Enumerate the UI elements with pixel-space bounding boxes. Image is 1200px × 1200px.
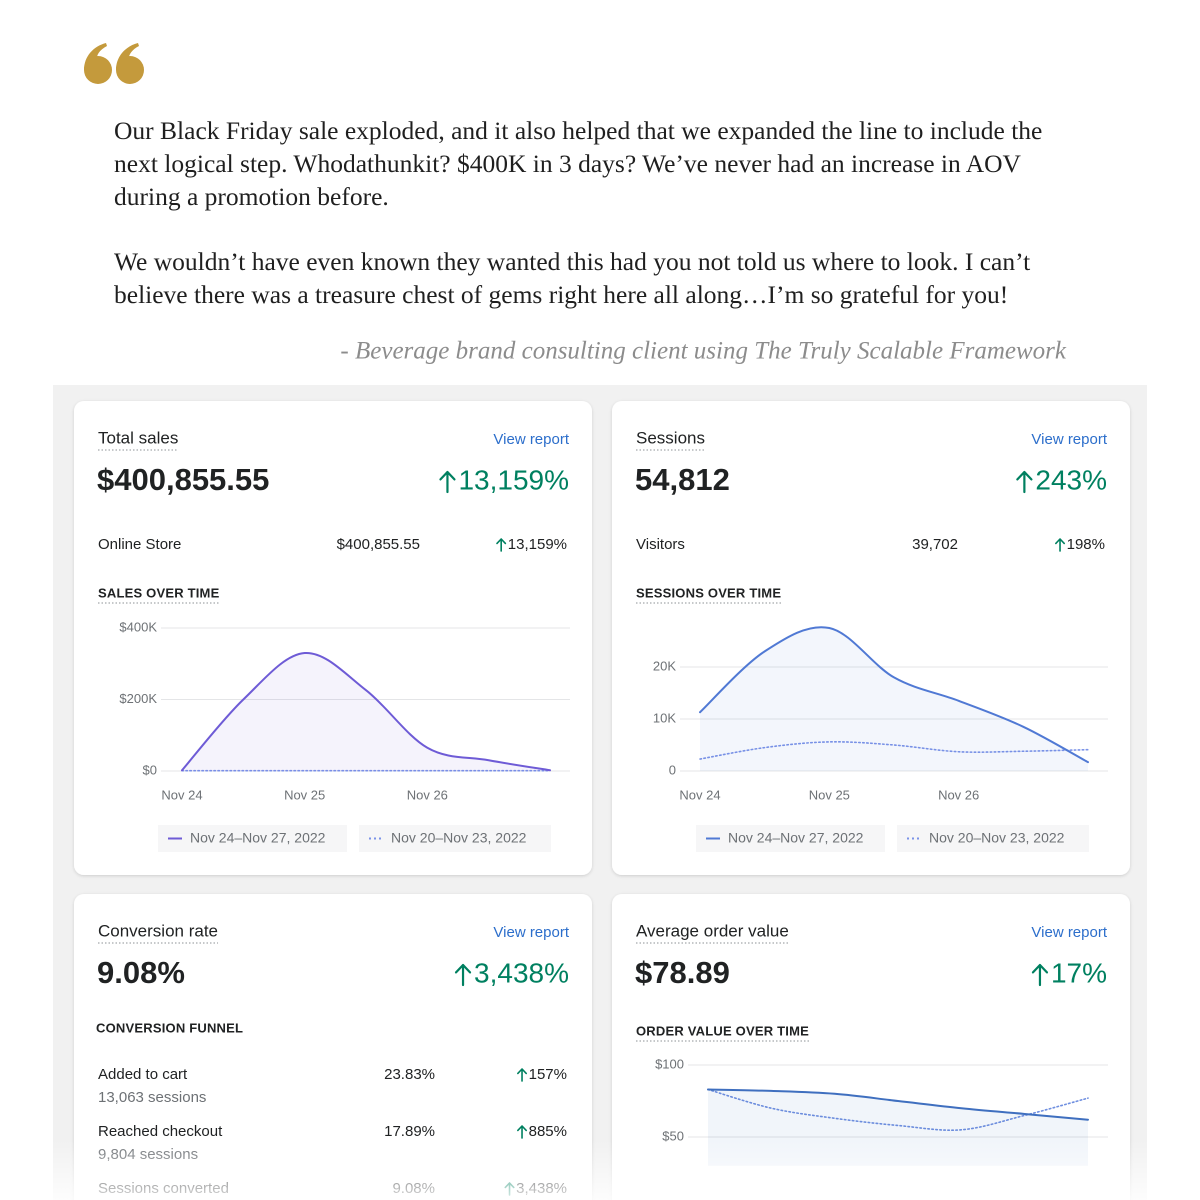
breakdown-label: Visitors: [636, 536, 685, 553]
funnel-rate: 17.89%: [384, 1123, 435, 1140]
view-report-link[interactable]: View report: [493, 924, 569, 941]
tick-label-background: [628, 710, 680, 728]
tick-label-background: [109, 619, 161, 637]
view-report-link[interactable]: View report: [1031, 431, 1107, 448]
metric-card: Sessions View report 54,812 243% Visitors 39,…: [612, 401, 1130, 875]
up-arrow-icon: [517, 1068, 528, 1082]
legend-item: [696, 825, 885, 852]
quote-line: believe there was a treasure chest of ge…: [114, 280, 1008, 309]
fade-overlay: [53, 1140, 1147, 1200]
legend-label: Nov 20–Nov 23, 2022: [929, 830, 1065, 846]
legend-item: [897, 825, 1089, 852]
metric-change: 3,438%: [474, 957, 569, 988]
metric-value: $400,855.55: [97, 462, 269, 497]
metric-change: 17%: [1051, 957, 1107, 988]
view-report-link[interactable]: View report: [493, 431, 569, 448]
metric-card: Total sales View report $400,855.55 13,159%…: [74, 401, 592, 875]
chart-title: SESSIONS OVER TIME: [636, 585, 781, 600]
funnel-rate: 23.83%: [384, 1066, 435, 1083]
metric-change: 243%: [1035, 464, 1107, 495]
y-tick-label: $50: [662, 1128, 684, 1143]
up-arrow-icon: [496, 538, 507, 552]
series-line: [181, 652, 551, 772]
breakdown-value: $400,855.55: [337, 536, 420, 553]
funnel-change: 157%: [529, 1066, 567, 1083]
legend-item: [359, 825, 551, 852]
funnel-title: CONVERSION FUNNEL: [96, 1020, 243, 1035]
breakdown-label: Online Store: [98, 536, 181, 553]
quote-line: next logical step. Whodathunkit? $400K i…: [114, 149, 1022, 178]
tick-label-background: [109, 762, 161, 780]
y-tick-label: 0: [669, 762, 676, 777]
area-fill: [182, 652, 550, 771]
metric-value: 9.08%: [97, 955, 185, 990]
card-title: Sessions: [636, 428, 705, 447]
card-background: [612, 401, 1130, 875]
y-tick-label: $0: [143, 762, 157, 777]
up-arrow-icon: [1016, 470, 1033, 494]
view-report-link[interactable]: View report: [1031, 924, 1107, 941]
y-tick-label: 20K: [653, 658, 676, 673]
attribution: - Beverage brand consulting client using…: [340, 338, 1066, 365]
card-background: [612, 894, 1130, 1200]
series-line: [707, 1088, 1089, 1121]
tick-label-background: [628, 658, 680, 676]
funnel-change: 885%: [529, 1123, 567, 1140]
x-tick-label: Nov 24: [679, 787, 720, 802]
quote-mark: [84, 43, 144, 84]
metric-value: 54,812: [635, 462, 730, 497]
legend-label: Nov 24–Nov 27, 2022: [728, 830, 864, 846]
tick-label-background: [109, 690, 161, 709]
area-fill: [700, 627, 1088, 771]
chart-title: ORDER VALUE OVER TIME: [636, 1023, 809, 1038]
up-arrow-icon: [517, 1125, 528, 1139]
card-title: Total sales: [98, 428, 178, 447]
up-arrow-icon: [1031, 963, 1049, 987]
quote-line: Our Black Friday sale exploded, and it a…: [114, 116, 1042, 145]
y-tick-label: $200K: [119, 691, 157, 706]
metric-change: 13,159%: [458, 464, 569, 495]
x-tick-label: Nov 26: [938, 787, 979, 802]
y-tick-label: $400K: [119, 619, 157, 634]
legend-label: Nov 24–Nov 27, 2022: [190, 830, 326, 846]
card-title: Conversion rate: [98, 921, 218, 940]
up-arrow-icon: [454, 963, 472, 987]
chart-title: SALES OVER TIME: [98, 585, 220, 600]
quote-line: during a promotion before.: [114, 182, 389, 211]
series-line: [699, 626, 1089, 764]
tick-label-background: [628, 762, 680, 780]
series-line: [699, 741, 1089, 760]
funnel-sessions: 13,063 sessions: [98, 1089, 206, 1106]
card-title: Average order value: [636, 921, 789, 940]
up-arrow-icon: [1055, 538, 1066, 552]
tick-label-background: [636, 1056, 688, 1074]
y-tick-label: 10K: [653, 710, 676, 725]
legend-item: [158, 825, 347, 852]
cards: Total sales View report $400,855.55 13,159%…: [74, 401, 1130, 1200]
up-arrow-icon: [439, 470, 456, 494]
breakdown-change: 198%: [1067, 536, 1105, 553]
breakdown-value: 39,702: [912, 536, 958, 553]
x-tick-label: Nov 25: [809, 787, 850, 802]
funnel-step: Added to cart: [98, 1066, 188, 1083]
y-tick-label: $100: [655, 1056, 684, 1071]
x-tick-label: Nov 24: [161, 787, 202, 802]
funnel-step: Reached checkout: [98, 1123, 223, 1140]
breakdown-change: 13,159%: [508, 536, 567, 553]
quote-line: We wouldn’t have even known they wanted …: [114, 247, 1030, 276]
x-tick-label: Nov 26: [407, 787, 448, 802]
metric-value: $78.89: [635, 955, 730, 990]
x-tick-label: Nov 25: [284, 787, 325, 802]
legend-label: Nov 20–Nov 23, 2022: [391, 830, 527, 846]
series-line: [707, 1088, 1089, 1131]
